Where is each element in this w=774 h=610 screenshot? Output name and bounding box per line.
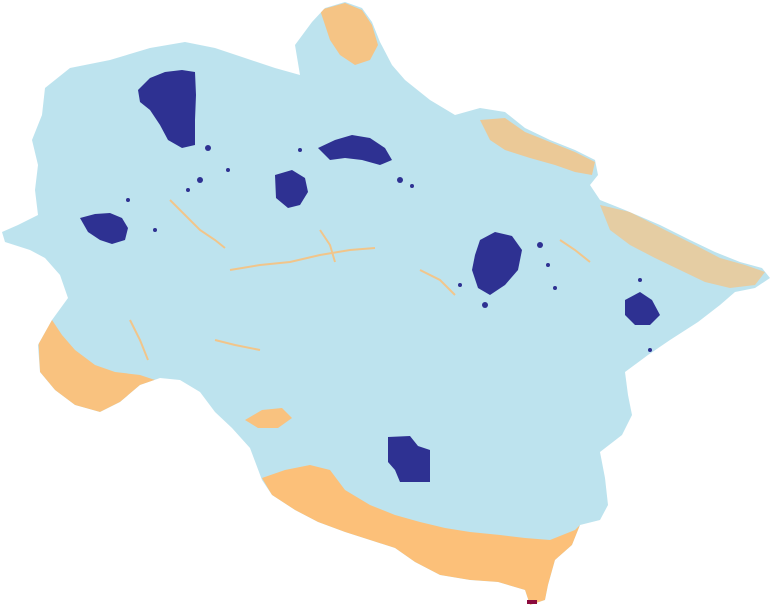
dark-speckles — [126, 145, 652, 352]
dark-patch-north-central — [318, 135, 392, 165]
lowland-north-tip — [320, 3, 378, 65]
lowland-south-band — [262, 465, 580, 605]
dark-patch-center — [472, 232, 522, 295]
dark-patch-west — [80, 213, 128, 244]
river-traces — [129, 199, 591, 361]
lowland-northeast-band — [480, 118, 595, 175]
dark-patch-south — [388, 436, 430, 482]
dark-patch-east — [625, 292, 660, 325]
lowland-west-patch — [38, 320, 155, 412]
lowland-east-band — [600, 205, 765, 288]
lowland-central-patch — [245, 408, 292, 428]
dark-patch-northwest — [138, 70, 196, 148]
outlet-marker — [527, 600, 537, 604]
dark-patch-central-west — [275, 170, 308, 208]
